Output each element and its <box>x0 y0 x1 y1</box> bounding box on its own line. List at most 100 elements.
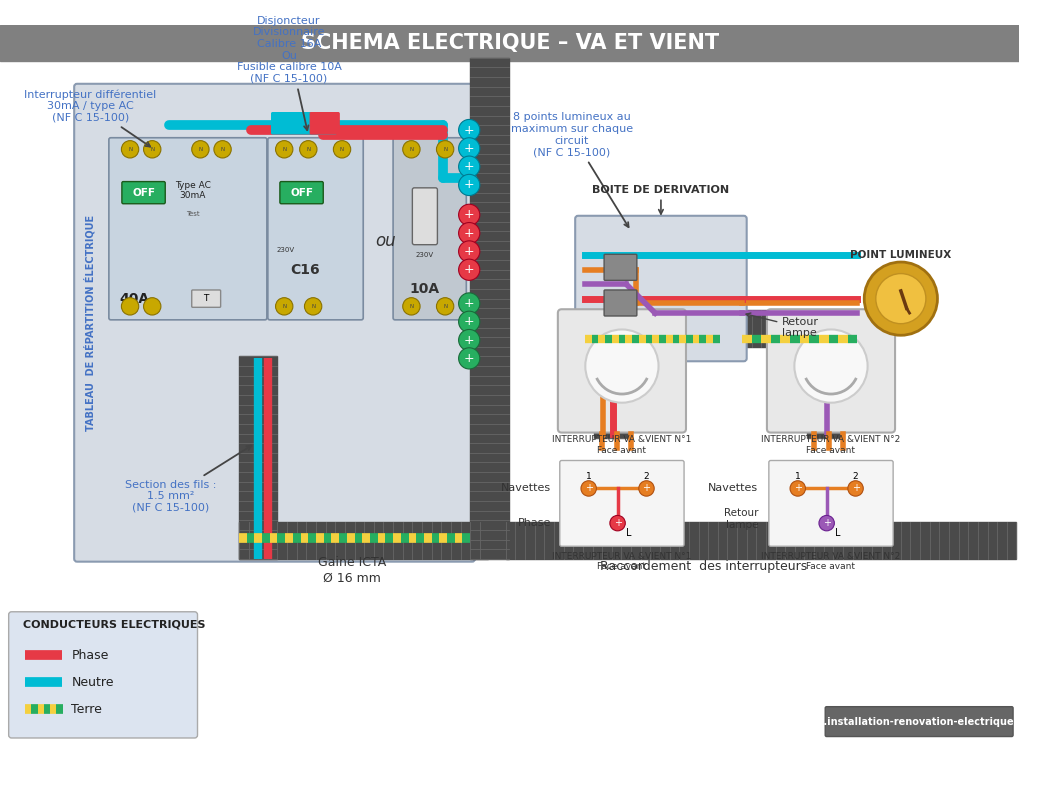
Text: Neutre: Neutre <box>71 676 114 688</box>
Text: +: + <box>463 142 475 155</box>
Bar <box>239 357 277 559</box>
Text: 10A: 10A <box>409 282 440 296</box>
Text: BOITE DE DERIVATION: BOITE DE DERIVATION <box>592 184 730 214</box>
Text: Phase: Phase <box>71 649 109 661</box>
Text: Navettes: Navettes <box>708 484 759 493</box>
Text: Phase: Phase <box>517 518 551 528</box>
Text: L: L <box>626 528 632 538</box>
Text: N: N <box>409 147 414 152</box>
Circle shape <box>214 141 232 158</box>
Text: +: + <box>852 484 859 493</box>
Text: +: + <box>463 245 475 258</box>
Bar <box>0 25 1019 60</box>
FancyBboxPatch shape <box>604 290 637 316</box>
Text: +: + <box>463 208 475 222</box>
Circle shape <box>275 298 293 315</box>
Circle shape <box>333 141 350 158</box>
Circle shape <box>847 480 863 496</box>
Circle shape <box>437 298 454 315</box>
Text: N: N <box>282 304 287 309</box>
Text: N: N <box>150 147 154 152</box>
Text: Interrupteur différentiel
30mA / type AC
(NF C 15-100): Interrupteur différentiel 30mA / type AC… <box>24 89 157 147</box>
Text: OFF: OFF <box>290 187 313 198</box>
FancyBboxPatch shape <box>558 309 686 433</box>
Text: +: + <box>823 518 831 528</box>
Circle shape <box>403 141 420 158</box>
Circle shape <box>458 311 480 333</box>
Circle shape <box>458 259 480 280</box>
Bar <box>470 58 509 559</box>
Circle shape <box>458 137 480 159</box>
Circle shape <box>299 141 317 158</box>
Text: 1: 1 <box>586 472 591 481</box>
Circle shape <box>122 298 139 315</box>
Text: N: N <box>128 147 132 152</box>
Text: www.installation-renovation-electrique.com: www.installation-renovation-electrique.c… <box>798 717 1040 727</box>
Text: N: N <box>443 147 448 152</box>
FancyBboxPatch shape <box>769 461 893 546</box>
FancyBboxPatch shape <box>413 188 437 245</box>
Circle shape <box>458 330 480 351</box>
Text: INTERRUPTEUR VA &VIENT N°1
Face avant: INTERRUPTEUR VA &VIENT N°1 Face avant <box>552 552 691 572</box>
FancyBboxPatch shape <box>191 290 221 307</box>
Text: 2: 2 <box>643 472 650 481</box>
FancyBboxPatch shape <box>8 611 198 738</box>
Text: Terre: Terre <box>71 703 103 715</box>
Circle shape <box>581 480 597 496</box>
Text: C16: C16 <box>291 263 321 277</box>
Text: Gaine ICTA
Ø 16 mm: Gaine ICTA Ø 16 mm <box>317 557 386 584</box>
FancyBboxPatch shape <box>576 216 747 361</box>
Text: Disjoncteur
Divisionnaire
Calibre 16A
Ou
Fusible calibre 10A
(NF C 15-100): Disjoncteur Divisionnaire Calibre 16A Ou… <box>237 16 342 130</box>
Bar <box>595 366 631 438</box>
Text: Section des fils :
1.5 mm²
(NF C 15-100): Section des fils : 1.5 mm² (NF C 15-100) <box>125 445 251 513</box>
FancyBboxPatch shape <box>272 113 336 134</box>
Text: +: + <box>642 484 651 493</box>
Text: TABLEAU  DE RÉPARTITION ÉLECTRIQUE: TABLEAU DE RÉPARTITION ÉLECTRIQUE <box>84 214 95 431</box>
FancyBboxPatch shape <box>310 113 340 134</box>
FancyBboxPatch shape <box>825 707 1014 737</box>
Text: Retour
lampe: Retour lampe <box>746 313 819 338</box>
Text: SCHEMA ELECTRIQUE – VA ET VIENT: SCHEMA ELECTRIQUE – VA ET VIENT <box>300 33 718 53</box>
Text: CONDUCTEURS ELECTRIQUES: CONDUCTEURS ELECTRIQUES <box>23 619 205 629</box>
Circle shape <box>144 141 161 158</box>
Circle shape <box>403 298 420 315</box>
FancyBboxPatch shape <box>268 137 363 320</box>
Text: N: N <box>311 304 315 309</box>
Text: N: N <box>409 304 414 309</box>
Circle shape <box>275 141 293 158</box>
FancyBboxPatch shape <box>280 182 324 204</box>
Text: 40A: 40A <box>120 291 150 306</box>
Circle shape <box>305 298 322 315</box>
Bar <box>506 522 1017 559</box>
Circle shape <box>795 330 868 403</box>
FancyBboxPatch shape <box>74 84 475 561</box>
Text: +: + <box>463 315 475 328</box>
Text: +: + <box>463 124 475 137</box>
Text: Raccordement  des interrupteurs: Raccordement des interrupteurs <box>600 560 807 573</box>
Text: +: + <box>463 333 475 346</box>
Text: OFF: OFF <box>132 187 156 198</box>
Text: +: + <box>463 264 475 276</box>
Circle shape <box>864 262 937 335</box>
Text: N: N <box>282 147 287 152</box>
Circle shape <box>191 141 209 158</box>
Text: 1: 1 <box>795 472 801 481</box>
Bar <box>807 366 844 438</box>
FancyBboxPatch shape <box>767 309 895 433</box>
Text: +: + <box>585 484 592 493</box>
Circle shape <box>876 274 926 324</box>
Text: INTERRUPTEUR VA &VIENT N°1
Face avant: INTERRUPTEUR VA &VIENT N°1 Face avant <box>552 435 691 455</box>
Text: 230V: 230V <box>416 252 434 258</box>
Text: 8 points lumineux au
maximum sur chaque
circuit
(NF C 15-100): 8 points lumineux au maximum sur chaque … <box>511 113 633 227</box>
Text: +: + <box>463 160 475 173</box>
Text: N: N <box>198 147 202 152</box>
FancyBboxPatch shape <box>560 461 685 546</box>
FancyBboxPatch shape <box>394 137 467 320</box>
Circle shape <box>458 222 480 244</box>
Circle shape <box>144 298 161 315</box>
Circle shape <box>458 241 480 262</box>
Circle shape <box>639 480 654 496</box>
Text: +: + <box>614 518 622 528</box>
Circle shape <box>458 119 480 141</box>
Text: +: + <box>463 226 475 240</box>
